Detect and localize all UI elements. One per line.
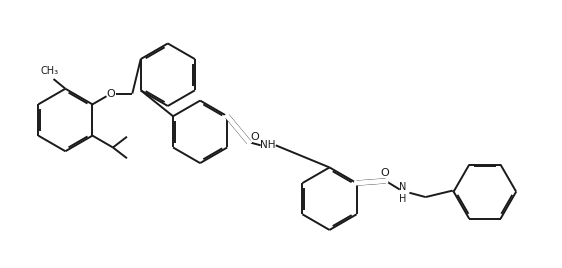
Text: O: O <box>381 168 389 178</box>
Text: O: O <box>106 88 115 99</box>
Text: NH: NH <box>260 140 276 150</box>
Text: N
H: N H <box>399 182 407 204</box>
Text: CH₃: CH₃ <box>40 66 58 76</box>
Text: O: O <box>250 132 259 142</box>
